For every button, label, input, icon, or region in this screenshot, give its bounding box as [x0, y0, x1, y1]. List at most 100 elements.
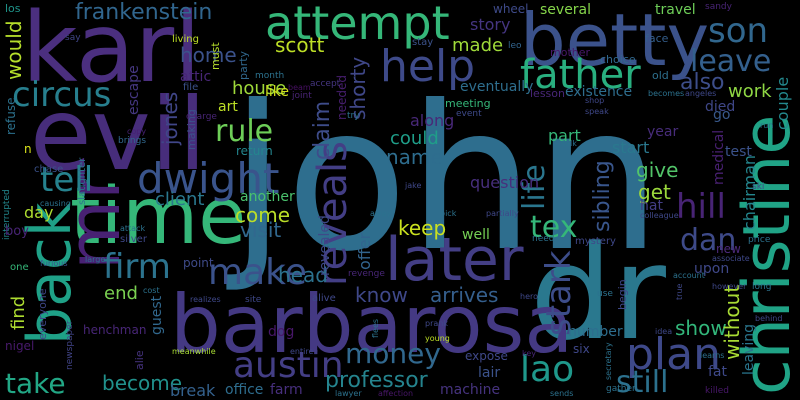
- word-couple: couple: [773, 76, 792, 130]
- word-visit: visit: [240, 218, 282, 242]
- word-colleague: colleague: [640, 211, 679, 220]
- word-copy: copy: [127, 127, 147, 136]
- word-would: would: [2, 20, 26, 80]
- word-still: still: [616, 365, 669, 400]
- word-beam: beam: [288, 83, 311, 92]
- word-behind: behind: [755, 314, 783, 323]
- word-point: point: [183, 256, 214, 270]
- word-nigel: nigel: [5, 339, 35, 353]
- word-party: party: [237, 50, 250, 80]
- word-causing: causing: [40, 199, 71, 208]
- word-slaughter: slaughter: [77, 157, 88, 205]
- word-run: run: [760, 121, 774, 130]
- word-need: need: [532, 234, 555, 244]
- word-pick: pick: [440, 209, 457, 218]
- word-meeting: meeting: [445, 97, 491, 110]
- word-year: year: [647, 124, 679, 140]
- word-sibling: sibling: [590, 160, 615, 232]
- word-young: young: [425, 334, 450, 343]
- word-mystery: mystery: [575, 236, 616, 247]
- word-get: get: [638, 180, 671, 204]
- word-speak: speak: [585, 107, 609, 116]
- word-attic: attic: [180, 69, 212, 85]
- word-say: say: [65, 33, 81, 43]
- word-existence: existence: [565, 84, 633, 100]
- word-try: try: [347, 111, 360, 121]
- word-furious: furious: [40, 259, 68, 268]
- word-take: take: [5, 367, 66, 400]
- word-chairman: chairman: [740, 154, 759, 230]
- word-lao: lao: [520, 349, 575, 390]
- word-attempt: attempt: [265, 0, 450, 50]
- word-escape: escape: [126, 65, 142, 115]
- word-site: site: [245, 295, 262, 305]
- word-austin: austin: [233, 345, 344, 386]
- word-angeles: angeles: [685, 89, 717, 98]
- word-expose: expose: [465, 349, 508, 363]
- word-shop: shop: [585, 96, 605, 105]
- word-gather: gather: [606, 384, 636, 394]
- word-sends: sends: [550, 389, 574, 398]
- word-dan: dan: [680, 223, 737, 258]
- word-cost: cost: [143, 286, 160, 295]
- word-lawyer: lawyer: [335, 389, 362, 398]
- word-lair: lair: [478, 365, 501, 381]
- word-old: old: [652, 69, 669, 82]
- word-killed: killed: [705, 386, 729, 396]
- word-evil: evil: [30, 76, 207, 193]
- word-accept: accept: [310, 79, 341, 89]
- word-silver: silver: [120, 234, 147, 245]
- word-hill: hill: [676, 187, 726, 227]
- word-later: later: [385, 225, 524, 295]
- word-claim: claim: [310, 100, 335, 160]
- word-key: key: [522, 349, 537, 358]
- word-plan: plan: [626, 329, 722, 380]
- word-go: go: [713, 107, 731, 123]
- word-leaving: leaving: [741, 323, 757, 375]
- word-charge: charge: [186, 112, 217, 122]
- word-dr: dr: [530, 217, 666, 369]
- word-made: made: [452, 35, 504, 56]
- word-arrives: arrives: [430, 283, 499, 307]
- word-several: several: [540, 2, 592, 18]
- word-client: client: [155, 189, 205, 210]
- word-son: son: [708, 11, 769, 51]
- word-associate: associate: [712, 254, 750, 263]
- word-alive: alive: [312, 293, 336, 304]
- word-know: know: [355, 283, 408, 307]
- word-tell: tell: [40, 160, 94, 200]
- word-also: also: [680, 70, 725, 95]
- word-alie: alie: [133, 350, 146, 370]
- word-newspaper: newspaper: [65, 320, 75, 370]
- word-sandy: sandy: [705, 2, 732, 12]
- word-six: six: [573, 342, 590, 356]
- word-boy: boy: [5, 224, 29, 239]
- word-return: return: [236, 144, 273, 158]
- word-entire: entire: [290, 347, 314, 356]
- word-guest: guest: [149, 295, 165, 335]
- word-jones: jones: [158, 91, 182, 145]
- word-give: give: [636, 158, 679, 182]
- word-become: become: [102, 371, 183, 395]
- word-offer: offer: [355, 232, 374, 270]
- word-art: art: [218, 99, 238, 115]
- word-new: new: [716, 242, 741, 256]
- word-karl: karl: [22, 0, 201, 104]
- word-like: like: [265, 84, 290, 100]
- word-one: one: [10, 262, 29, 273]
- word-choice: choice: [600, 53, 636, 66]
- word-keep: keep: [398, 216, 447, 240]
- word-jake: jake: [405, 181, 422, 190]
- word-eventually: eventually: [460, 79, 534, 95]
- word-meanwhile: meanwhile: [172, 347, 216, 356]
- word-name: name: [386, 145, 443, 169]
- word-help: help: [380, 41, 476, 92]
- word-make: make: [208, 252, 307, 293]
- word-medical: medical: [711, 129, 727, 185]
- word-event: event: [456, 109, 482, 119]
- word-head: head: [278, 263, 328, 287]
- word-use: use: [597, 289, 613, 299]
- word-could: could: [390, 128, 439, 149]
- word-realizes: realizes: [190, 295, 221, 304]
